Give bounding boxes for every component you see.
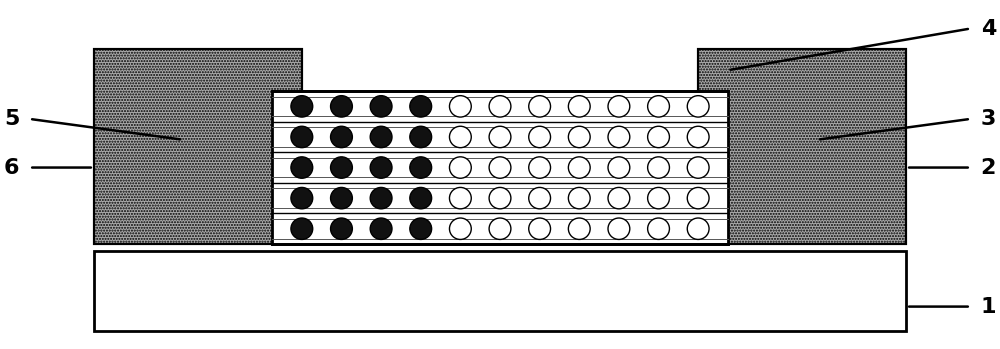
Ellipse shape xyxy=(529,157,551,178)
Ellipse shape xyxy=(648,96,669,117)
Ellipse shape xyxy=(410,157,432,178)
Ellipse shape xyxy=(568,96,590,117)
Ellipse shape xyxy=(489,96,511,117)
Ellipse shape xyxy=(489,187,511,209)
Ellipse shape xyxy=(687,126,709,148)
Bar xyxy=(94,49,302,244)
Ellipse shape xyxy=(648,187,669,209)
Ellipse shape xyxy=(291,157,313,178)
Ellipse shape xyxy=(331,157,352,178)
Ellipse shape xyxy=(687,157,709,178)
Bar xyxy=(698,49,906,244)
Ellipse shape xyxy=(449,96,471,117)
Ellipse shape xyxy=(648,126,669,148)
Ellipse shape xyxy=(410,96,432,117)
Ellipse shape xyxy=(331,187,352,209)
Ellipse shape xyxy=(331,218,352,239)
Ellipse shape xyxy=(291,187,313,209)
Ellipse shape xyxy=(331,126,352,148)
Ellipse shape xyxy=(687,218,709,239)
Ellipse shape xyxy=(568,187,590,209)
Ellipse shape xyxy=(449,187,471,209)
Ellipse shape xyxy=(449,157,471,178)
Ellipse shape xyxy=(291,96,313,117)
Ellipse shape xyxy=(608,157,630,178)
Ellipse shape xyxy=(529,96,551,117)
Ellipse shape xyxy=(370,126,392,148)
Text: 1: 1 xyxy=(981,297,996,317)
Ellipse shape xyxy=(489,157,511,178)
Text: 5: 5 xyxy=(4,109,19,129)
Ellipse shape xyxy=(449,218,471,239)
Bar xyxy=(94,49,302,244)
Ellipse shape xyxy=(449,126,471,148)
Ellipse shape xyxy=(687,187,709,209)
Ellipse shape xyxy=(489,218,511,239)
Bar xyxy=(698,49,906,244)
Ellipse shape xyxy=(291,218,313,239)
Ellipse shape xyxy=(568,157,590,178)
Ellipse shape xyxy=(608,126,630,148)
Ellipse shape xyxy=(648,218,669,239)
Ellipse shape xyxy=(370,187,392,209)
Text: 3: 3 xyxy=(981,109,996,129)
Ellipse shape xyxy=(568,218,590,239)
Ellipse shape xyxy=(529,187,551,209)
Ellipse shape xyxy=(489,126,511,148)
Ellipse shape xyxy=(331,96,352,117)
Ellipse shape xyxy=(608,96,630,117)
Ellipse shape xyxy=(370,218,392,239)
Bar xyxy=(272,91,728,244)
Text: 2: 2 xyxy=(981,157,996,178)
Ellipse shape xyxy=(608,187,630,209)
Ellipse shape xyxy=(370,96,392,117)
Ellipse shape xyxy=(529,218,551,239)
Ellipse shape xyxy=(410,187,432,209)
Text: 6: 6 xyxy=(4,157,19,178)
Ellipse shape xyxy=(410,218,432,239)
Ellipse shape xyxy=(648,157,669,178)
Ellipse shape xyxy=(687,96,709,117)
Ellipse shape xyxy=(370,157,392,178)
Ellipse shape xyxy=(410,126,432,148)
Bar xyxy=(94,251,906,331)
Ellipse shape xyxy=(291,126,313,148)
Ellipse shape xyxy=(608,218,630,239)
Ellipse shape xyxy=(568,126,590,148)
Text: 4: 4 xyxy=(981,18,996,38)
Ellipse shape xyxy=(529,126,551,148)
